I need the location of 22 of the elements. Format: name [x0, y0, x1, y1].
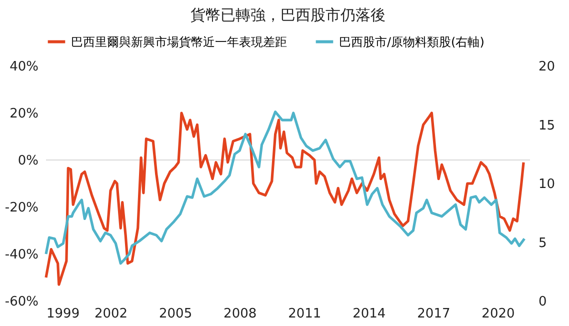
x-tick-label: 1999 [46, 306, 80, 322]
y2-tick-label: 10 [538, 177, 556, 192]
y-tick-label: 0% [18, 154, 38, 168]
x-tick-label: 2017 [417, 306, 450, 322]
x-tick-label: 2014 [352, 306, 386, 322]
x-tick-label: 2008 [224, 306, 257, 322]
y2-tick-label: 0 [538, 294, 547, 310]
y-tick-label: 20% [10, 106, 38, 122]
y2-tick-label: 20 [538, 60, 556, 74]
x-tick-label: 2005 [159, 306, 192, 322]
y-tick-label: -60% [4, 294, 38, 310]
y2-tick-label: 5 [538, 236, 547, 251]
legend-label: 巴西股市/原物料類股(右軸) [339, 34, 484, 49]
x-tick-label: 2002 [94, 306, 128, 322]
x-tick-label: 2011 [288, 306, 322, 322]
y-tick-label: 40% [10, 60, 38, 74]
x-tick-label: 2020 [482, 306, 515, 322]
y-tick-label: -40% [4, 248, 38, 262]
y-tick-label: -20% [4, 200, 38, 216]
y2-tick-label: 15 [538, 118, 556, 134]
legend-label: 巴西里爾與新興市場貨幣近一年表現差距 [71, 34, 287, 49]
chart-title: 貨幣已轉強，巴西股市仍落後 [190, 6, 386, 24]
